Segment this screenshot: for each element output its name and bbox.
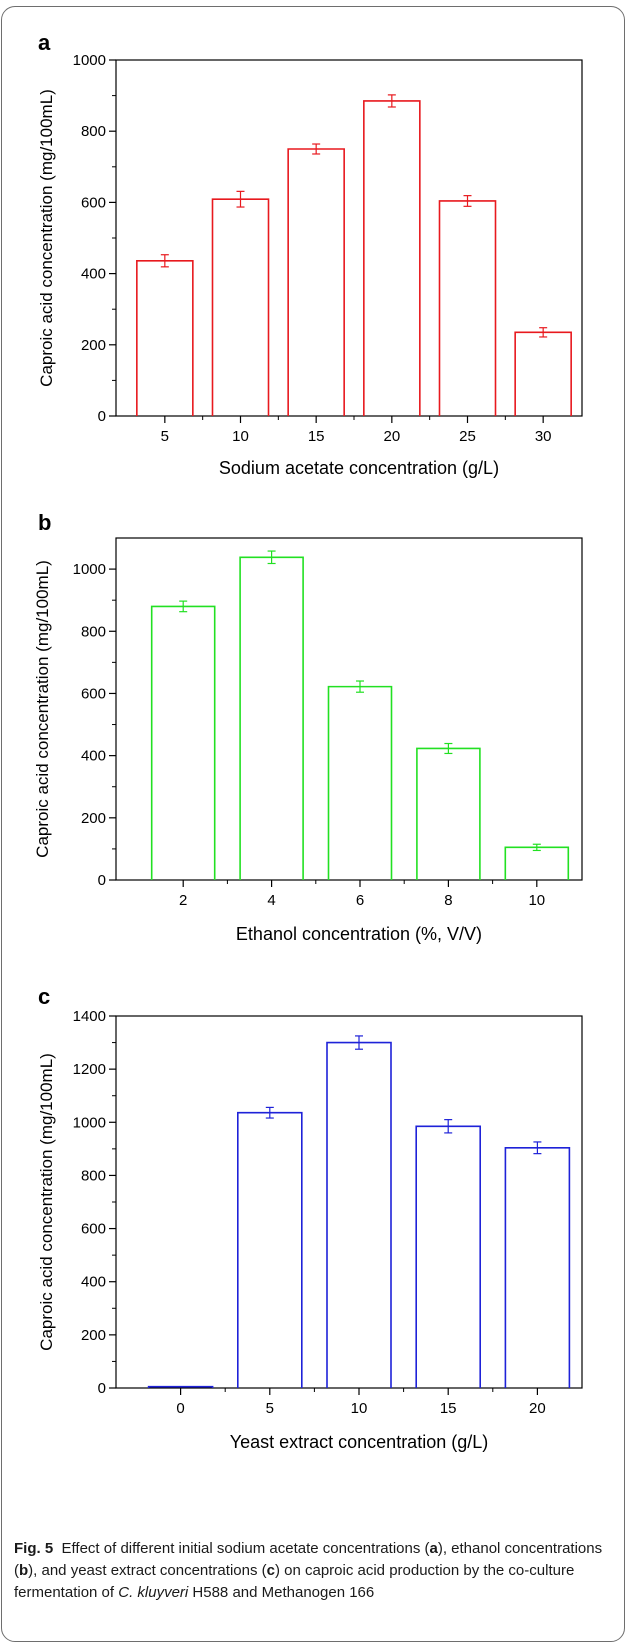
x-tick-label: 5 <box>161 428 169 445</box>
x-tick-label: 8 <box>444 892 452 909</box>
chart-panel-a: a 0 200 400 600 800 1000 Caproic acid concentra… <box>37 30 583 478</box>
bar <box>150 605 216 880</box>
y-tick-label: 200 <box>81 810 106 827</box>
figure-frame <box>1 6 625 1642</box>
caption-text-4: ) on caproic acid production by the co-c… <box>14 1562 575 1601</box>
bar <box>415 1125 481 1388</box>
caption-text-3: ), and yeast extract concentrations ( <box>28 1562 267 1579</box>
y-tick-label: 0 <box>98 872 106 889</box>
y-tick-label: 200 <box>81 337 106 354</box>
y-axis-label: Caproic acid concentration (mg/100mL) <box>37 1053 56 1351</box>
y-tick-label: 1200 <box>73 1061 106 1078</box>
y-axis-label: Caproic acid concentration (mg/100mL) <box>37 89 56 387</box>
x-tick-label: 10 <box>232 428 249 445</box>
bar <box>136 259 194 416</box>
y-tick-label: 1000 <box>73 52 106 69</box>
bar <box>514 331 572 416</box>
y-tick-label: 400 <box>81 1274 106 1291</box>
bar <box>211 198 270 416</box>
panel-label: a <box>38 30 51 55</box>
x-tick-label: 4 <box>267 892 275 909</box>
y-tick-label: 1000 <box>73 561 106 578</box>
y-tick-label: 1400 <box>73 1008 106 1025</box>
y-tick-label: 600 <box>81 1221 106 1238</box>
y-tick-label: 1000 <box>73 1114 106 1131</box>
caption-ref-a: a <box>429 1540 438 1557</box>
figure-caption: Fig. 5 Effect of different initial sodiu… <box>14 1538 614 1604</box>
y-tick-label: 600 <box>81 194 106 211</box>
caption-organism: C. kluyveri <box>118 1584 189 1601</box>
plot-frame <box>115 1015 583 1389</box>
caption-text-1: Effect of different initial sodium aceta… <box>61 1540 430 1557</box>
y-tick-label: 0 <box>98 1380 106 1397</box>
bar <box>239 556 304 880</box>
x-tick-label: 0 <box>176 1400 184 1417</box>
bar <box>326 1041 392 1388</box>
x-tick-label: 10 <box>528 892 545 909</box>
plot-frame <box>115 537 583 881</box>
panel-label: c <box>38 984 50 1009</box>
caption-text-5: H588 and Methanogen 166 <box>188 1584 375 1601</box>
caption-ref-c: c <box>266 1562 275 1579</box>
panel-label: b <box>38 510 51 535</box>
y-tick-label: 800 <box>81 623 106 640</box>
y-tick-label: 800 <box>81 123 106 140</box>
x-tick-label: 5 <box>266 1400 274 1417</box>
x-tick-label: 25 <box>459 428 476 445</box>
y-axis-label: Caproic acid concentration (mg/100mL) <box>33 560 52 858</box>
bar <box>438 200 497 416</box>
x-tick-label: 6 <box>356 892 364 909</box>
bar <box>504 1146 571 1388</box>
plot-frame <box>115 59 583 417</box>
bar <box>147 1385 214 1388</box>
y-tick-label: 400 <box>81 748 106 765</box>
x-tick-label: 10 <box>351 1400 368 1417</box>
x-axis-label: Sodium acetate concentration (g/L) <box>219 458 499 478</box>
x-tick-label: 15 <box>440 1400 457 1417</box>
bar <box>416 747 481 880</box>
y-tick-label: 200 <box>81 1327 106 1344</box>
caption-fig-label: Fig. 5 <box>14 1540 54 1557</box>
y-tick-label: 800 <box>81 1167 106 1184</box>
x-tick-label: 20 <box>529 1400 546 1417</box>
y-tick-label: 600 <box>81 685 106 702</box>
x-tick-label: 20 <box>383 428 400 445</box>
bar <box>287 148 345 416</box>
caption-ref-b: b <box>19 1562 29 1579</box>
bar <box>363 100 421 416</box>
y-tick-label: 400 <box>81 266 106 283</box>
x-tick-label: 15 <box>308 428 325 445</box>
bar <box>237 1111 303 1388</box>
x-axis-label: Yeast extract concentration (g/L) <box>230 1432 488 1452</box>
x-axis-label: Ethanol concentration (%, V/V) <box>236 924 482 944</box>
x-tick-label: 30 <box>535 428 552 445</box>
chart-panel-b: b 0 200 400 600 800 1000 Caproic acid concentra… <box>33 510 583 944</box>
caption-text-2: ), ethanol concentrations ( <box>14 1540 603 1579</box>
bar <box>327 685 393 880</box>
bar <box>504 846 570 880</box>
y-tick-label: 0 <box>98 408 106 425</box>
x-tick-label: 2 <box>179 892 187 909</box>
